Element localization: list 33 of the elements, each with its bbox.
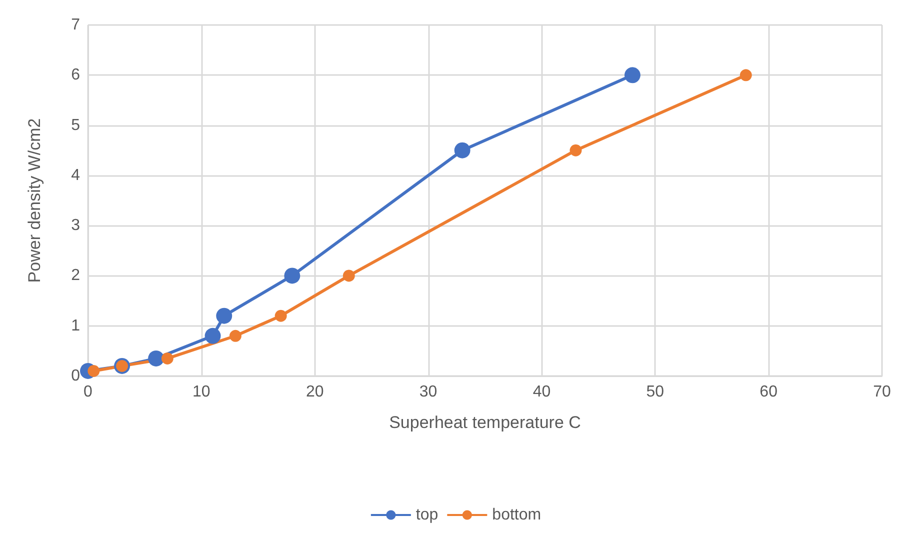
y-tick-label: 1 [71,317,80,334]
point [148,350,164,366]
point [570,144,582,156]
point [161,352,174,364]
y-axis-title: Power density W/cm2 [25,118,44,283]
y-tick-label: 4 [71,166,80,184]
point [740,69,752,82]
point [204,328,221,344]
y-tick-label: 3 [71,217,80,234]
y-tick-label: 6 [71,66,80,84]
point [454,142,470,158]
x-axis-title: Superheat temperature C [389,413,581,432]
x-tick-label: 40 [532,384,551,400]
y-tick-label: 7 [71,16,80,34]
legend-label: bottom [492,506,542,524]
y-tick-label: 2 [71,267,80,284]
point [216,308,232,324]
x-tick-label: 0 [84,384,93,400]
point [229,330,242,342]
x-tick-label: 60 [760,384,778,400]
x-tick-label: 50 [646,384,664,400]
y-tick-label: 5 [71,116,80,134]
x-tick-label: 70 [873,384,891,400]
point [342,270,355,282]
y-tick-label: 0 [71,368,80,384]
point [284,268,300,284]
x-tick-label: 20 [306,384,324,400]
legend-label: top [416,506,438,524]
point [624,67,640,84]
point [274,310,287,322]
point [88,364,100,377]
x-tick-label: 30 [419,384,438,400]
x-tick-label: 10 [192,384,210,400]
